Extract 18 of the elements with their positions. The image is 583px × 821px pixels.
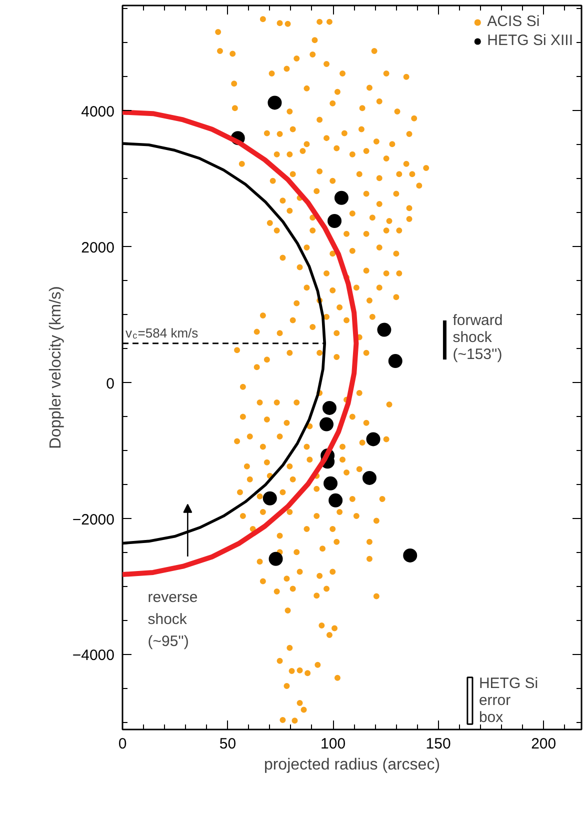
annotation: vc=584 km/s bbox=[126, 325, 199, 340]
legend-label: ACIS Si bbox=[487, 13, 540, 30]
y-axis-title: Doppler velocity (km/s) bbox=[47, 286, 64, 449]
annotation: reverse shock (~95'') bbox=[148, 589, 198, 650]
x-axis-title: projected radius (arcsec) bbox=[264, 756, 440, 774]
x-tick-label: 100 bbox=[320, 736, 346, 752]
x-tick-label: 50 bbox=[219, 736, 236, 752]
y-tick-label: 4000 bbox=[81, 103, 115, 120]
y-tick-label: 0 bbox=[106, 375, 114, 392]
x-tick-label: 0 bbox=[118, 736, 127, 752]
legend-label: HETG Si XIII bbox=[487, 32, 573, 49]
y-tick-label: −4000 bbox=[72, 647, 115, 664]
annotation: forward shock (~153'') bbox=[452, 312, 503, 363]
x-tick-label: 200 bbox=[531, 736, 556, 752]
y-tick-label: −2000 bbox=[72, 511, 115, 528]
y-tick-label: 2000 bbox=[81, 239, 115, 256]
annotation: HETG Si error box bbox=[478, 675, 538, 726]
x-tick-label: 150 bbox=[426, 736, 451, 752]
